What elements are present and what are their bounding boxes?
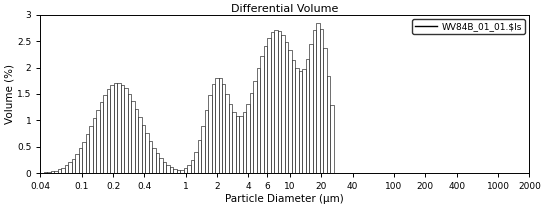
Bar	[271, 32, 274, 173]
Bar	[82, 142, 86, 173]
Bar	[86, 134, 89, 173]
Bar	[264, 46, 268, 173]
Legend: WV84B_01_01.$ls: WV84B_01_01.$ls	[412, 20, 525, 34]
Bar	[285, 42, 288, 173]
Bar	[96, 110, 100, 173]
Bar	[149, 141, 152, 173]
Bar	[114, 83, 117, 173]
Bar	[253, 81, 257, 173]
Bar	[180, 170, 184, 173]
Bar	[310, 44, 313, 173]
Bar	[226, 94, 229, 173]
Bar	[222, 84, 226, 173]
Bar	[177, 170, 180, 173]
Bar	[208, 95, 211, 173]
Bar	[169, 167, 173, 173]
Bar	[239, 116, 243, 173]
Bar	[162, 162, 166, 173]
Bar	[135, 109, 138, 173]
Bar	[313, 30, 316, 173]
Bar	[110, 85, 114, 173]
Bar	[107, 89, 110, 173]
Bar	[191, 160, 194, 173]
Bar	[131, 101, 135, 173]
Bar	[156, 153, 159, 173]
Title: Differential Volume: Differential Volume	[231, 4, 338, 14]
X-axis label: Particle Diameter (μm): Particle Diameter (μm)	[226, 194, 344, 204]
Bar	[330, 105, 334, 173]
Bar	[58, 169, 61, 173]
Bar	[72, 158, 75, 173]
Bar	[65, 165, 68, 173]
Bar	[197, 140, 201, 173]
Bar	[184, 168, 187, 173]
Bar	[75, 154, 79, 173]
Bar	[152, 147, 156, 173]
Bar	[51, 171, 55, 173]
Bar	[124, 88, 128, 173]
Bar	[89, 126, 93, 173]
Bar	[120, 85, 124, 173]
Bar	[68, 162, 72, 173]
Bar	[236, 116, 239, 173]
Bar	[246, 104, 250, 173]
Bar	[117, 83, 120, 173]
Bar	[299, 71, 302, 173]
Bar	[138, 117, 142, 173]
Bar	[187, 165, 191, 173]
Bar	[93, 118, 96, 173]
Bar	[100, 102, 103, 173]
Bar	[323, 48, 327, 173]
Bar	[103, 95, 107, 173]
Bar	[288, 50, 292, 173]
Bar	[54, 171, 58, 173]
Bar	[204, 110, 208, 173]
Bar	[194, 152, 197, 173]
Bar	[215, 78, 219, 173]
Bar	[166, 165, 169, 173]
Bar	[61, 168, 65, 173]
Bar	[128, 94, 131, 173]
Bar	[243, 112, 246, 173]
Bar	[44, 172, 47, 173]
Bar	[302, 69, 306, 173]
Bar	[327, 76, 330, 173]
Bar	[145, 134, 149, 173]
Bar	[173, 169, 177, 173]
Bar	[320, 29, 323, 173]
Bar	[201, 125, 204, 173]
Bar	[257, 68, 261, 173]
Bar	[274, 30, 278, 173]
Bar	[292, 60, 295, 173]
Bar	[278, 31, 281, 173]
Bar	[261, 56, 264, 173]
Bar	[250, 93, 253, 173]
Bar	[79, 148, 82, 173]
Bar	[47, 172, 51, 173]
Bar	[229, 104, 233, 173]
Bar	[281, 35, 285, 173]
Bar	[142, 125, 145, 173]
Bar	[295, 68, 299, 173]
Bar	[219, 78, 222, 173]
Bar	[211, 84, 215, 173]
Bar	[268, 38, 271, 173]
Bar	[159, 158, 162, 173]
Bar	[233, 112, 236, 173]
Y-axis label: Volume (%): Volume (%)	[4, 64, 14, 124]
Bar	[316, 23, 320, 173]
Bar	[306, 59, 310, 173]
